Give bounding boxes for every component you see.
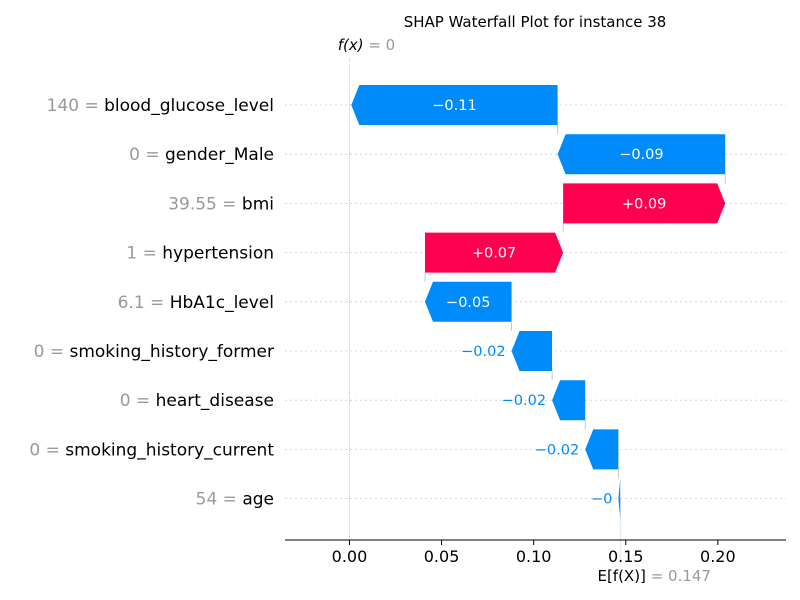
labels-layer: −0.11 140 = blood_glucose_level −0.09 0 = g… [29,96,666,510]
waterfall-bar [585,429,619,470]
x-tick-label: 0.05 [424,547,460,566]
waterfall-bar [618,478,621,519]
feature-label: 0 = heart_disease [120,391,274,411]
feature-value: 0 = [129,145,165,165]
feature-value: 0 = [29,440,65,460]
expected-value-eq: = 0.147 [646,567,711,585]
bar-value-label: +0.07 [472,246,516,262]
bar-value-label: −0.05 [446,295,490,311]
feature-value: 0 = [120,391,156,411]
feature-label: 140 = blood_glucose_level [47,96,274,116]
feature-name: blood_glucose_level [104,96,274,116]
bar-value-label: −0 [591,492,612,508]
fx-label-name: f(x) [338,36,364,54]
fx-label-eq: = 0 [364,36,396,54]
feature-name: age [242,490,274,510]
bar-value-label: −0.09 [619,147,663,163]
bar-value-label: −0.02 [502,393,546,409]
x-axis-ticks: 0.00 0.05 0.10 0.15 0.20 [332,540,736,566]
bar-value-label: −0.11 [432,98,476,114]
bar-value-label: −0.02 [535,442,579,458]
feature-label: 0 = smoking_history_former [34,342,274,362]
feature-value: 39.55 = [168,194,242,214]
x-tick-label: 0.15 [608,547,644,566]
feature-label: 0 = gender_Male [129,145,274,165]
feature-label: 39.55 = bmi [168,194,274,214]
bar-value-label: −0.02 [461,344,505,360]
feature-name: HbA1c_level [170,293,274,313]
feature-name: gender_Male [165,145,274,165]
feature-name: smoking_history_current [65,440,274,460]
x-tick-label: 0.10 [516,547,552,566]
feature-label: 6.1 = HbA1c_level [118,293,274,313]
feature-value: 140 = [47,96,105,116]
waterfall-bar [424,281,512,322]
feature-value: 6.1 = [118,293,170,313]
feature-value: 54 = [196,490,243,510]
feature-name: heart_disease [156,391,274,411]
feature-name: bmi [242,194,274,214]
grid-layer [285,58,786,560]
expected-value-name: E[f(X)] [597,567,645,585]
chart-title: SHAP Waterfall Plot for instance 38 [404,13,667,31]
feature-name: smoking_history_former [69,342,274,362]
feature-label: 0 = smoking_history_current [29,440,274,460]
x-tick-label: 0.20 [700,547,736,566]
waterfall-bar [557,134,726,175]
waterfall-bar [552,380,586,421]
waterfall-bar [424,232,564,273]
feature-label: 1 = hypertension [126,244,274,264]
feature-value: 1 = [126,244,162,264]
waterfall-bar [511,331,553,371]
expected-value-label: E[f(X)] = 0.147 [597,567,711,585]
x-tick-label: 0.00 [332,547,368,566]
feature-label: 54 = age [196,490,274,510]
feature-name: hypertension [162,244,274,264]
waterfall-bar [563,183,726,224]
bars-layer [351,85,726,519]
waterfall-bar [351,85,558,125]
bar-value-label: +0.09 [622,196,666,212]
feature-value: 0 = [34,342,70,362]
fx-label: f(x) = 0 [338,36,396,54]
